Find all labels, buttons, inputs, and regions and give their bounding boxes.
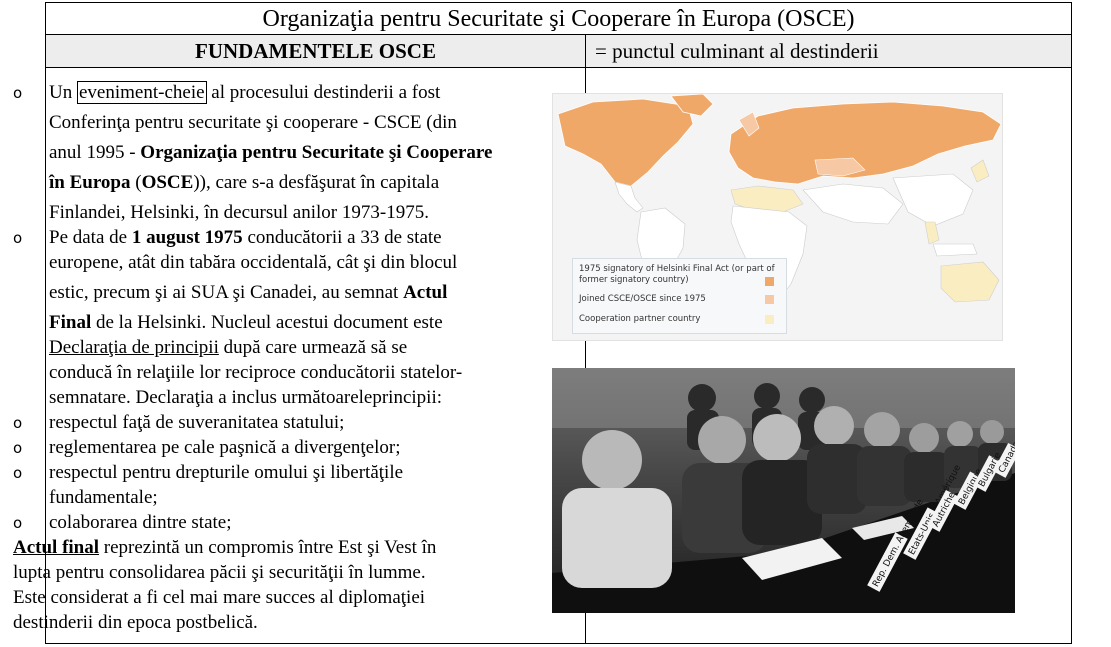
- text-span: conducătorii a 33 de state: [242, 227, 442, 248]
- helsinki-signing-photo: Rep. Dem. Allemande Etats-Unis d'Amériqu…: [552, 368, 1015, 613]
- legend-item-partner: Cooperation partner country: [579, 314, 701, 324]
- text-line: o Un eveniment-cheie al procesului destin…: [13, 80, 528, 110]
- text-span: al procesului destinderii a fost: [206, 82, 441, 103]
- text-span: după care urmează să se: [218, 337, 408, 358]
- conclusion-line: lupta pentru consolidarea păcii şi secur…: [13, 562, 426, 583]
- conclusion-line: destinderii din epoca postbelică.: [13, 612, 258, 633]
- world-map-image: [553, 94, 1002, 340]
- text-line: semnatare. Declaraţia a inclus următoare…: [13, 385, 528, 410]
- bullet: o: [13, 414, 23, 432]
- bullet: o: [13, 229, 23, 247]
- principle-item: o respectul pentru drepturile omului şi l…: [13, 460, 528, 485]
- text-span: colaborarea dintre state;: [49, 512, 232, 533]
- bold-text: OSCE: [141, 172, 194, 193]
- bullet: o: [13, 464, 23, 482]
- text-line: anul 1995 - Organizaţia pentru Securitat…: [13, 140, 528, 170]
- underlined-text: Declaraţia de principii: [49, 337, 219, 358]
- text-line: Finlandei, Helsinki, în decursul anilor …: [13, 200, 528, 225]
- text-span: Finlandei, Helsinki, în decursul anilor …: [49, 202, 429, 223]
- text-line: în Europa (OSCE)), care s-a desfăşurat î…: [13, 170, 528, 200]
- conclusion-line: Este considerat a fi cel mai mare succes…: [13, 587, 426, 608]
- bullet: o: [13, 514, 23, 532]
- page-title: Organizaţia pentru Securitate şi Coopera…: [46, 3, 1071, 35]
- key-term-box: eveniment-cheie: [76, 81, 207, 104]
- bold-text: Organizaţia pentru Securitate şi Coopera…: [140, 142, 493, 163]
- map-legend: 1975 signatory of Helsinki Final Act (or…: [572, 258, 787, 334]
- text-span: anul 1995 -: [49, 142, 141, 163]
- bold-underlined-text: Actul final: [13, 537, 100, 558]
- bold-text: Actul: [403, 282, 448, 303]
- text-span: reprezintă un compromis între Est şi Ves…: [99, 537, 437, 558]
- bullet: o: [13, 439, 23, 457]
- text-line: estic, precum şi ai SUA şi Canadei, au s…: [13, 280, 528, 310]
- header-right: = punctul culminant al destinderii: [595, 39, 879, 63]
- text-span: fundamentale;: [49, 487, 158, 508]
- principle-item: o respectul faţă de suveranitatea statulu…: [13, 410, 528, 435]
- legend-swatch-partner: [765, 315, 774, 324]
- text-line: europene, atât din tabăra occidentală, c…: [13, 250, 528, 280]
- text-line: Declaraţia de principii după care urmeaz…: [13, 335, 528, 360]
- signing-photo-image: Rep. Dem. Allemande Etats-Unis d'Amériqu…: [552, 368, 1015, 613]
- bold-text: în Europa: [49, 172, 131, 193]
- text-span: conducă în relaţiile lor reciproce condu…: [49, 362, 463, 383]
- principle-item: o reglementarea pe cale paşnică a diverge…: [13, 435, 528, 460]
- text-span: (: [130, 172, 142, 193]
- text-line: Conferinţa pentru securitate şi cooperar…: [13, 110, 528, 140]
- text-line: o Pe data de 1 august 1975 conducătorii a…: [13, 225, 528, 250]
- header-left: FUNDAMENTELE OSCE: [46, 35, 586, 67]
- legend-item-signatory: 1975 signatory of Helsinki Final Act (or…: [579, 264, 775, 286]
- body-text: o Un eveniment-cheie al procesului destin…: [13, 80, 528, 635]
- text-span: respectul faţă de suveranitatea statului…: [49, 412, 345, 433]
- text-line: fundamentale;: [13, 485, 528, 510]
- principle-item: o colaborarea dintre state;: [13, 510, 528, 535]
- legend-swatch-signatory: [765, 277, 774, 286]
- text-span: de la Helsinki. Nucleul acestui document…: [91, 312, 443, 333]
- text-span: reglementarea pe cale paşnică a divergen…: [49, 437, 401, 458]
- bold-text: Final: [49, 312, 92, 333]
- header-row: FUNDAMENTELE OSCE = punctul culminant al…: [46, 35, 1071, 68]
- legend-label: former signatory country): [579, 275, 689, 285]
- column-divider: [585, 68, 586, 643]
- bullet: o: [13, 84, 23, 102]
- text-span: Conferinţa pentru securitate şi cooperar…: [49, 112, 457, 133]
- text-span: Pe data de: [49, 227, 132, 248]
- text-span: respectul pentru drepturile omului şi li…: [49, 462, 404, 483]
- legend-item-joined: Joined CSCE/OSCE since 1975: [579, 294, 706, 304]
- text-line: Final de la Helsinki. Nucleul acestui do…: [13, 310, 528, 335]
- legend-label: 1975 signatory of Helsinki Final Act (or…: [579, 264, 775, 274]
- bold-text: 1 august 1975: [131, 227, 243, 248]
- text-span: estic, precum şi ai SUA şi Canadei, au s…: [49, 282, 404, 303]
- text-span: )), care s-a desfăşurat în capitala: [193, 172, 440, 193]
- conclusion-line: Actul final reprezintă un compromis într…: [13, 535, 528, 560]
- osce-table: Organizaţia pentru Securitate şi Coopera…: [45, 2, 1072, 644]
- text-span: Un: [49, 82, 77, 103]
- legend-swatch-joined: [765, 295, 774, 304]
- text-span: europene, atât din tabăra occidentală, c…: [49, 252, 458, 273]
- text-line: conducă în relaţiile lor reciproce condu…: [13, 360, 528, 385]
- text-span: semnatare. Declaraţia a inclus următoare…: [49, 387, 443, 408]
